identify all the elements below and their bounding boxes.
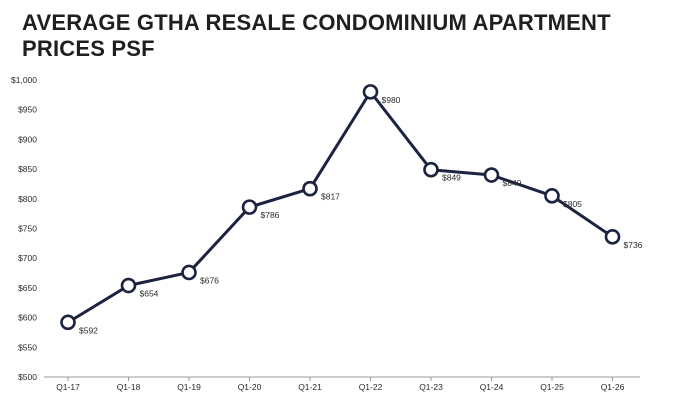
data-labels: $592 $654 $676 $786 $817 $980 $849 $840 $805 $736	[79, 95, 643, 335]
data-label: $786	[261, 210, 280, 220]
data-label: $980	[382, 95, 401, 105]
x-tick-label: Q1-26	[601, 382, 625, 392]
y-tick-label: $800	[18, 194, 37, 204]
y-tick-label: $700	[18, 253, 37, 263]
data-point	[181, 264, 197, 281]
data-point	[423, 161, 439, 178]
data-point	[362, 84, 379, 100]
y-tick-label: $650	[18, 283, 37, 293]
data-label: $736	[624, 240, 643, 250]
chart-title: AVERAGE GTHA RESALE CONDOMINIUM APARTMEN…	[22, 10, 611, 61]
data-point	[120, 277, 137, 294]
data-point	[60, 314, 76, 331]
x-tick-label: Q1-21	[298, 382, 322, 392]
x-tick-label: Q1-24	[480, 382, 504, 392]
y-tick-label: $1,000	[11, 75, 37, 85]
data-point	[241, 199, 258, 215]
y-axis: $1,000 $950 $900 $850 $800 $750 $700 $650 $600 $5…	[11, 75, 37, 382]
data-label: $817	[321, 192, 340, 202]
y-tick-label: $900	[18, 134, 37, 144]
data-point	[604, 229, 621, 245]
series-line	[66, 90, 614, 324]
data-label: $840	[503, 178, 522, 188]
data-label: $676	[200, 275, 219, 285]
x-tick-label: Q1-19	[177, 382, 201, 392]
y-tick-label: $600	[18, 313, 37, 323]
data-label: $592	[79, 325, 98, 335]
data-points	[60, 84, 621, 331]
y-tick-label: $500	[18, 372, 37, 382]
data-label: $849	[442, 173, 461, 183]
y-tick-label: $950	[18, 105, 37, 115]
x-tick-label: Q1-18	[117, 382, 141, 392]
data-label: $654	[140, 289, 159, 299]
data-point	[302, 180, 318, 197]
x-tick-label: Q1-17	[56, 382, 80, 392]
x-axis: Q1-17 Q1-18 Q1-19 Q1-20 Q1-21 Q1-22 Q1-23 Q1-24…	[44, 376, 640, 392]
data-point	[544, 188, 560, 204]
x-tick-label: Q1-25	[540, 382, 564, 392]
y-tick-label: $750	[18, 224, 37, 234]
data-label: $805	[563, 199, 582, 209]
y-tick-label: $850	[18, 164, 37, 174]
x-tick-label: Q1-20	[238, 382, 262, 392]
x-tick-label: Q1-22	[359, 382, 383, 392]
x-tick-label: Q1-23	[419, 382, 443, 392]
data-point	[483, 167, 500, 183]
series-line-group	[66, 90, 614, 324]
y-tick-label: $550	[18, 342, 37, 352]
